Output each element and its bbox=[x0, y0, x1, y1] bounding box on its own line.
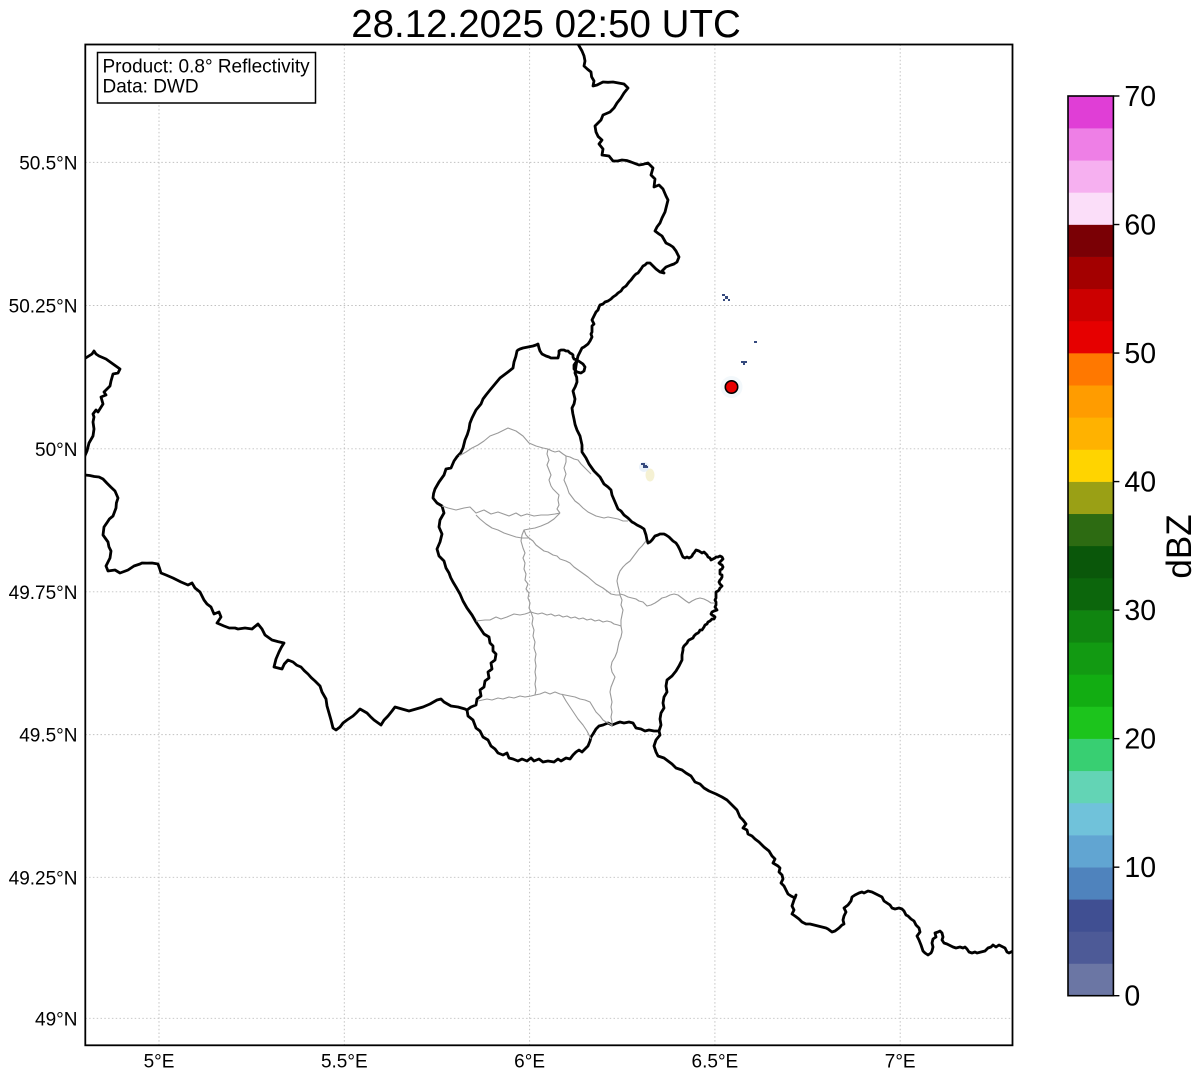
svg-text:0: 0 bbox=[1124, 981, 1140, 1013]
svg-text:50.25°N: 50.25°N bbox=[9, 297, 78, 318]
svg-text:50.5°N: 50.5°N bbox=[19, 153, 77, 174]
svg-text:60: 60 bbox=[1124, 210, 1156, 242]
svg-text:6.5°E: 6.5°E bbox=[692, 1052, 739, 1073]
svg-text:Product: 0.8° Reflectivity: Product: 0.8° Reflectivity bbox=[103, 57, 311, 78]
svg-text:49°N: 49°N bbox=[35, 1009, 77, 1030]
svg-text:50°N: 50°N bbox=[35, 440, 77, 461]
svg-text:7°E: 7°E bbox=[885, 1052, 916, 1073]
svg-text:5°E: 5°E bbox=[144, 1052, 175, 1073]
svg-text:49.5°N: 49.5°N bbox=[19, 726, 77, 747]
svg-text:49.25°N: 49.25°N bbox=[9, 868, 78, 889]
svg-text:dBZ: dBZ bbox=[1160, 514, 1199, 578]
svg-text:30: 30 bbox=[1124, 595, 1156, 627]
svg-text:6°E: 6°E bbox=[514, 1052, 545, 1073]
svg-text:28.12.2025 02:50 UTC: 28.12.2025 02:50 UTC bbox=[351, 3, 741, 46]
svg-text:10: 10 bbox=[1124, 852, 1156, 884]
svg-text:49.75°N: 49.75°N bbox=[9, 583, 78, 604]
svg-text:Data: DWD: Data: DWD bbox=[103, 77, 199, 98]
svg-text:50: 50 bbox=[1124, 338, 1156, 370]
svg-text:5.5°E: 5.5°E bbox=[321, 1052, 368, 1073]
svg-text:40: 40 bbox=[1124, 467, 1156, 499]
svg-text:20: 20 bbox=[1124, 724, 1156, 756]
svg-text:70: 70 bbox=[1124, 81, 1156, 113]
